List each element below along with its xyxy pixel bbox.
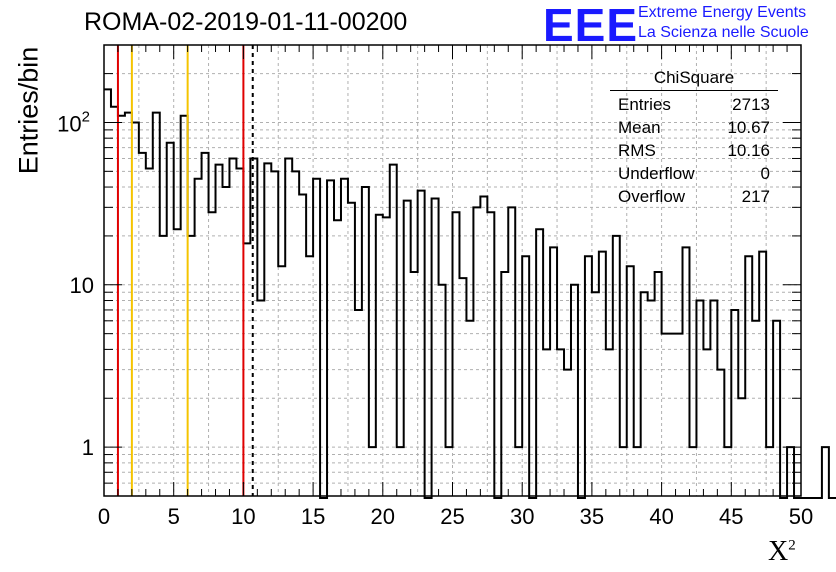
histogram-bin <box>195 179 202 496</box>
histogram-bin <box>487 212 494 496</box>
histogram-bin <box>174 229 181 496</box>
histogram-bin <box>564 370 571 496</box>
y-axis-label: Entries/bin <box>13 46 44 175</box>
histogram-bin <box>453 212 460 496</box>
histogram-bin <box>599 252 606 496</box>
histogram-bin <box>480 196 487 496</box>
histogram-bin <box>118 116 125 496</box>
histogram-bin <box>188 236 195 496</box>
histogram-bin <box>362 187 369 496</box>
histogram-bin <box>222 187 229 496</box>
histogram-bin <box>327 180 334 496</box>
histogram-bin <box>160 236 167 496</box>
histogram-bin <box>439 285 446 496</box>
stats-row: Entries 2713 <box>618 95 770 114</box>
histogram-bin <box>139 153 146 496</box>
histogram-bin <box>299 194 306 496</box>
histogram-bin <box>313 179 320 496</box>
histogram-bin <box>264 163 271 496</box>
y-tick-labels: 1 10 102 <box>57 108 94 460</box>
x-axis-label: X2 <box>768 536 796 567</box>
histogram-bin <box>202 153 209 496</box>
histogram-bin <box>822 447 829 496</box>
histogram-bin <box>759 252 766 496</box>
histogram-bin <box>355 310 362 496</box>
y-tick-label: 1 <box>82 435 94 460</box>
histogram-bin <box>404 201 411 496</box>
stats-row: RMS 10.16 <box>618 141 770 160</box>
histogram-bin <box>557 349 564 496</box>
histogram-bin <box>473 207 480 496</box>
histogram-bin <box>285 158 292 496</box>
histogram-bin <box>703 349 710 496</box>
histogram-bin <box>111 107 118 496</box>
x-tick-label: 35 <box>580 504 604 529</box>
histogram-bin <box>606 349 613 496</box>
y-tick-label: 10 <box>70 273 94 298</box>
axis-ticks <box>103 45 802 496</box>
histogram-bin <box>390 165 397 496</box>
histogram-bin <box>153 113 160 496</box>
x-tick-label: 5 <box>168 504 180 529</box>
stats-box: ChiSquare Entries 2713 Mean 10.67 RMS 10.16… <box>610 68 778 208</box>
histogram-bin <box>669 334 676 496</box>
histogram-bin <box>125 113 132 496</box>
stats-title: ChiSquare <box>610 68 778 91</box>
eee-logo: EEE <box>543 0 639 51</box>
histogram-bin <box>717 370 724 496</box>
histogram-bin <box>132 122 139 496</box>
histogram-bin <box>229 158 236 496</box>
histogram-bin <box>216 165 223 496</box>
x-tick-label: 0 <box>98 504 110 529</box>
x-tick-label: 30 <box>510 504 534 529</box>
histogram-bin <box>508 207 515 496</box>
histogram-bin <box>181 116 188 496</box>
histogram-bin <box>250 158 257 496</box>
stats-row: Underflow 0 <box>618 164 770 183</box>
histogram-bin <box>341 179 348 496</box>
histogram-bin <box>376 215 383 496</box>
x-tick-label: 50 <box>789 504 813 529</box>
histogram-bars <box>104 88 836 499</box>
histogram-bin <box>466 321 473 496</box>
x-tick-label: 40 <box>649 504 673 529</box>
x-tick-label: 45 <box>719 504 743 529</box>
logo-line2: La Scienza nelle Scuole <box>638 24 809 41</box>
histogram-outline <box>104 88 836 499</box>
histogram-bin <box>662 334 669 496</box>
stats-row: Overflow 217 <box>618 187 770 206</box>
histogram-bin <box>613 236 620 496</box>
y-tick-label: 102 <box>57 108 90 136</box>
histogram-bin <box>209 212 216 496</box>
marker-lines <box>116 45 254 496</box>
stats-row: Mean 10.67 <box>618 118 770 137</box>
x-tick-label: 20 <box>371 504 395 529</box>
x-tick-label: 10 <box>231 504 255 529</box>
histogram-bin <box>641 292 648 496</box>
histogram-bin <box>536 229 543 496</box>
histogram-bin <box>418 191 425 496</box>
histogram-bin <box>773 321 780 496</box>
histogram-bin <box>432 199 439 496</box>
x-tick-label: 15 <box>301 504 325 529</box>
histogram-bin <box>676 334 683 496</box>
x-tick-labels: 0 5 10 15 20 25 30 35 40 45 50 <box>98 504 813 529</box>
histogram-bin <box>571 285 578 496</box>
histogram-bin <box>543 349 550 496</box>
histogram-bin <box>731 310 738 496</box>
histogram-bin <box>167 143 174 496</box>
histogram-bin <box>752 321 759 496</box>
logo-line1: Extreme Energy Events <box>638 4 807 21</box>
x-tick-label: 25 <box>440 504 464 529</box>
chart-title: ROMA-02-2019-01-11-00200 <box>84 8 408 36</box>
histogram-bin <box>592 292 599 496</box>
